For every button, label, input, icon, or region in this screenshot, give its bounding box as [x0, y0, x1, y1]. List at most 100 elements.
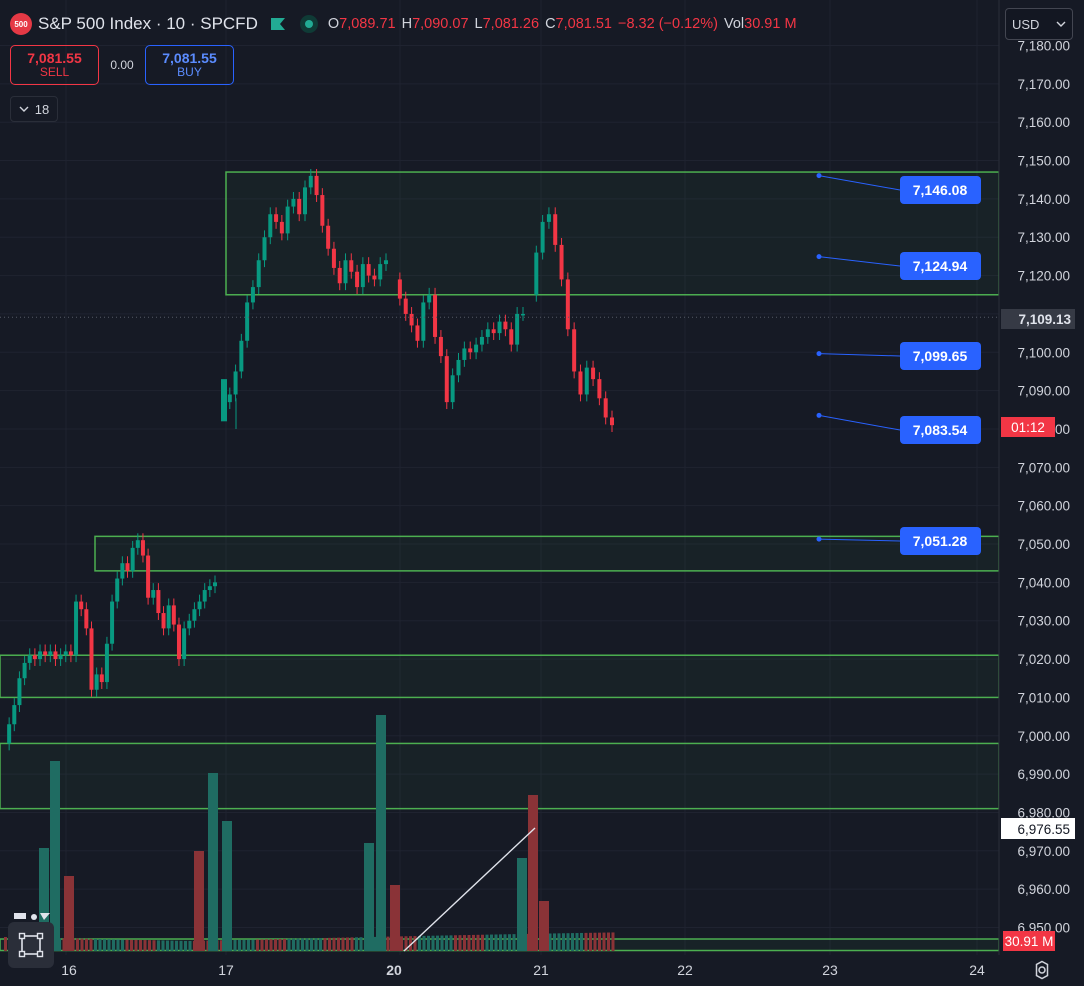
- volume-bar: [184, 940, 187, 951]
- price-note-5[interactable]: 7,051.28: [816, 527, 982, 555]
- candle: [22, 662, 27, 679]
- chevron-down-icon: [19, 106, 29, 112]
- candle: [151, 590, 156, 598]
- price-axis[interactable]: 7,180.00 7,170.00 7,160.00 7,150.00 7,140.00…: [998, 0, 1084, 955]
- time-tick-label: 16: [61, 962, 77, 978]
- candle: [303, 187, 307, 215]
- volume-bar: [350, 937, 354, 951]
- price-tick-label: 7,150.00: [1017, 154, 1070, 169]
- volume-bar: [346, 937, 349, 951]
- volume-bar: [390, 885, 400, 951]
- volume-bar: [269, 939, 273, 951]
- volume-bar: [598, 932, 601, 951]
- candle: [553, 214, 558, 245]
- candle: [17, 678, 22, 706]
- candle: [221, 379, 227, 422]
- candle: [94, 674, 99, 690]
- selection-tool-button[interactable]: [8, 922, 54, 968]
- price-note-1[interactable]: 7,146.08: [816, 173, 982, 204]
- price-tick-label: 6,970.00: [1017, 844, 1070, 859]
- volume-bar: [413, 936, 417, 951]
- time-axis[interactable]: 16 17 20 21 22 23 24: [0, 955, 999, 986]
- candle: [166, 605, 171, 629]
- volume-bar: [445, 935, 448, 951]
- candle: [32, 655, 37, 660]
- exchange-badge[interactable]: 500: [10, 13, 32, 35]
- volume-bar: [157, 940, 160, 951]
- countdown-tag: [1001, 417, 1055, 437]
- price-tick-label: 7,170.00: [1017, 77, 1070, 92]
- price-tick-label: 7,100.00: [1017, 345, 1070, 360]
- price-note-box: [900, 416, 981, 444]
- logo-part: [14, 913, 26, 919]
- candle: [384, 260, 388, 265]
- candle: [176, 624, 181, 660]
- volume-bar: [64, 876, 74, 951]
- volume-bar: [170, 940, 174, 951]
- sell-button[interactable]: 7,081.55 SELL: [10, 45, 99, 85]
- candle: [491, 329, 496, 334]
- volume-bar: [364, 843, 374, 951]
- price-tick-label: 7,180.00: [1017, 39, 1070, 54]
- volume-tag: [1003, 931, 1055, 951]
- volume-bar: [427, 935, 430, 951]
- price-tick-label: 6,990.00: [1017, 767, 1070, 782]
- volume-bar: [376, 715, 386, 951]
- ohlc-low-key: L: [474, 16, 483, 32]
- price-note-4[interactable]: 7,083.54: [816, 412, 982, 444]
- ohlc-open-value: 7,089.71: [339, 16, 396, 32]
- price-tick-label: 7,120.00: [1017, 269, 1070, 284]
- volume-bar: [134, 939, 138, 951]
- zone-rectangle-3: [0, 654, 1000, 699]
- indicators-collapse-button[interactable]: 18: [10, 96, 58, 122]
- price-tick-label: 7,040.00: [1017, 575, 1070, 590]
- market-status-icon[interactable]: [299, 15, 318, 33]
- volume-bar: [274, 939, 277, 951]
- volume-bar: [517, 858, 527, 951]
- candle: [213, 582, 217, 587]
- flag-icon[interactable]: [270, 17, 286, 31]
- ohlc-high-value: 7,090.07: [412, 16, 469, 32]
- candle: [314, 175, 319, 196]
- candle: [74, 601, 79, 656]
- price-note-3[interactable]: 7,099.65: [816, 342, 982, 370]
- volume-bar: [222, 821, 232, 951]
- chart-settings-button[interactable]: [1030, 958, 1054, 982]
- time-tick-label: 24: [969, 962, 985, 978]
- candle: [207, 586, 212, 591]
- crosshair-price-label: 7,109.13: [1018, 312, 1071, 327]
- price-note-anchor: [816, 351, 822, 357]
- candle: [43, 651, 48, 656]
- buy-button[interactable]: 7,081.55 BUY: [145, 45, 234, 85]
- candle: [156, 590, 161, 614]
- volume-bar: [553, 933, 556, 951]
- volume-bar: [508, 934, 511, 951]
- price-note-label: 7,099.65: [913, 348, 968, 364]
- candle: [415, 325, 420, 341]
- volume-bar: [404, 936, 408, 951]
- volume-bar: [580, 932, 583, 951]
- volume-bar: [499, 934, 502, 951]
- volume-bar: [341, 937, 345, 951]
- price-note-anchor: [816, 254, 822, 260]
- candle: [68, 651, 73, 656]
- price-note-connector: [818, 353, 901, 357]
- price-tick-label: 7,000.00: [1017, 729, 1070, 744]
- candle: [591, 367, 596, 380]
- trend-line: [403, 827, 536, 952]
- volume-bar: [584, 932, 588, 951]
- candle: [485, 329, 490, 337]
- volume-bar: [247, 939, 250, 951]
- price-note-connector: [818, 175, 901, 191]
- symbol-title[interactable]: S&P 500 Index · 10 · SPCFD: [38, 14, 258, 33]
- candle: [308, 175, 313, 188]
- candle: [89, 628, 94, 690]
- price-note-label: 7,083.54: [913, 422, 968, 438]
- volume-value: 30.91 M: [744, 16, 797, 32]
- candle: [110, 601, 115, 644]
- currency-select[interactable]: USD: [1005, 8, 1073, 40]
- volume-bar: [256, 939, 259, 951]
- price-note-2[interactable]: 7,124.94: [816, 252, 982, 280]
- volume-bar: [332, 937, 336, 951]
